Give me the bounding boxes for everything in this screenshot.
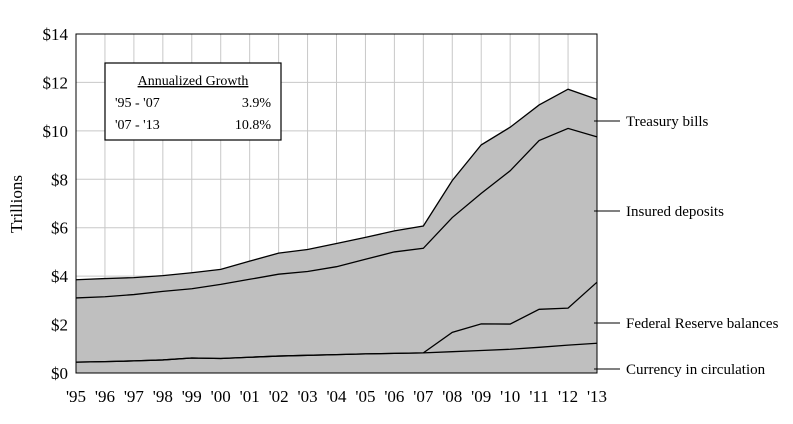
series-line-federal-reserve-balances bbox=[75, 281, 598, 363]
x-tick-label: '96 bbox=[95, 387, 115, 406]
series-line-insured-deposits bbox=[75, 127, 598, 299]
series-lines bbox=[75, 88, 598, 363]
plot-areas bbox=[76, 89, 597, 374]
x-tick-label: '02 bbox=[269, 387, 289, 406]
inset-row-period: '07 - '13 bbox=[115, 118, 160, 133]
y-axis-ticks: $0 $2 $4 $6 $8 $10 $12 $14 bbox=[43, 25, 69, 383]
x-tick-label: '03 bbox=[298, 387, 318, 406]
x-tick-label: '11 bbox=[529, 387, 548, 406]
series-label-federal-reserve-balances: Federal Reserve balances bbox=[626, 316, 779, 332]
x-tick-label: '95 bbox=[66, 387, 86, 406]
x-axis-ticks: '95 '96 '97 '98 '99 '00 '01 '02 '03 '04 '05 '06 '07 '… bbox=[66, 387, 607, 406]
x-tick-label: '00 bbox=[211, 387, 231, 406]
inset-table-frame bbox=[104, 62, 282, 141]
y-tick-label: $14 bbox=[43, 25, 69, 44]
x-tick-label: '08 bbox=[442, 387, 462, 406]
series-labels: Treasury bills Insured deposits Federal Re… bbox=[594, 114, 779, 378]
y-axis-label: Trillions bbox=[7, 175, 26, 233]
x-tick-label: '10 bbox=[500, 387, 520, 406]
x-tick-label: '01 bbox=[240, 387, 260, 406]
y-tick-label: $2 bbox=[51, 316, 68, 335]
inset-row-value: 10.8% bbox=[235, 118, 272, 133]
inset-table-title: Annualized Growth bbox=[138, 74, 249, 89]
series-label-insured-deposits: Insured deposits bbox=[626, 204, 724, 220]
x-tick-label: '97 bbox=[124, 387, 145, 406]
x-tick-label: '12 bbox=[558, 387, 578, 406]
y-tick-label: $6 bbox=[51, 219, 68, 238]
y-tick-label: $0 bbox=[51, 364, 68, 383]
annualized-growth-table: Annualized Growth '95 - '07 3.9% '07 - '… bbox=[104, 62, 282, 141]
stacked-area-fill bbox=[76, 89, 597, 374]
x-tick-label: '13 bbox=[587, 387, 607, 406]
plot-frame bbox=[75, 33, 598, 374]
x-tick-label: '98 bbox=[153, 387, 173, 406]
series-label-currency-in-circulation: Currency in circulation bbox=[626, 362, 766, 378]
series-line-treasury-bills bbox=[75, 88, 598, 281]
y-tick-label: $12 bbox=[43, 73, 69, 92]
series-label-treasury-bills: Treasury bills bbox=[626, 114, 709, 130]
x-tick-label: '06 bbox=[384, 387, 404, 406]
x-tick-label: '07 bbox=[413, 387, 434, 406]
y-tick-label: $10 bbox=[43, 122, 69, 141]
inset-row-period: '95 - '07 bbox=[115, 96, 160, 111]
y-tick-label: $4 bbox=[51, 267, 69, 286]
inset-row-value: 3.9% bbox=[242, 96, 272, 111]
x-tick-label: '99 bbox=[182, 387, 202, 406]
y-tick-label: $8 bbox=[51, 170, 68, 189]
x-tick-label: '09 bbox=[471, 387, 491, 406]
x-tick-label: '04 bbox=[326, 387, 347, 406]
x-tick-label: '05 bbox=[355, 387, 375, 406]
